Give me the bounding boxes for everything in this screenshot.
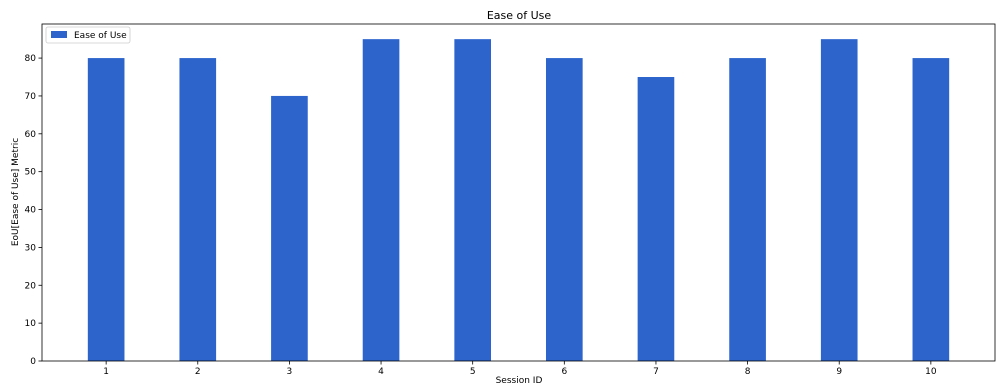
bar-session-8 — [729, 58, 766, 361]
x-tick-label: 4 — [378, 367, 384, 377]
y-tick-label: 30 — [25, 243, 37, 253]
x-tick-label: 7 — [653, 367, 659, 377]
x-tick-label: 9 — [836, 367, 842, 377]
y-tick-label: 20 — [25, 281, 37, 291]
x-axis-ticks: 1 2 3 4 5 6 7 8 9 10 — [103, 361, 937, 377]
y-tick-label: 50 — [25, 168, 37, 178]
y-tick-label: 0 — [30, 357, 36, 367]
bar-session-1 — [87, 58, 125, 361]
plot-frame — [41, 23, 996, 362]
x-tick-label: 8 — [745, 367, 751, 377]
y-tick-label: 10 — [25, 319, 37, 329]
x-tick-label: 10 — [925, 367, 937, 377]
bar-session-5 — [454, 39, 492, 362]
x-tick-label: 2 — [195, 367, 201, 377]
y-tick-label: 60 — [25, 130, 37, 140]
y-tick-label: 40 — [25, 206, 37, 216]
x-tick-label: 6 — [561, 367, 567, 377]
chart-title: Ease of Use — [487, 9, 552, 22]
legend-swatch — [51, 31, 67, 38]
bar-session-9 — [820, 39, 858, 362]
bar-session-10 — [912, 58, 950, 361]
y-axis-ticks: 0 10 20 30 40 50 60 70 80 — [25, 54, 42, 367]
x-tick-label: 5 — [470, 367, 476, 377]
legend-label: Ease of Use — [74, 31, 127, 41]
bar-session-3 — [271, 95, 308, 361]
x-axis-title: Session ID — [496, 376, 543, 386]
y-axis-title: EoU[Ease of Use] Metric — [11, 138, 21, 246]
x-tick-label: 3 — [287, 367, 293, 377]
bars — [87, 39, 950, 362]
bar-session-6 — [545, 58, 583, 361]
bar-session-2 — [179, 58, 217, 361]
y-tick-label: 70 — [25, 92, 37, 102]
y-tick-label: 80 — [25, 54, 37, 64]
plot-area — [41, 23, 996, 362]
x-tick-label: 1 — [103, 367, 109, 377]
legend: Ease of Use — [45, 26, 131, 44]
bar-session-7 — [637, 77, 675, 361]
bar-session-4 — [362, 39, 400, 362]
